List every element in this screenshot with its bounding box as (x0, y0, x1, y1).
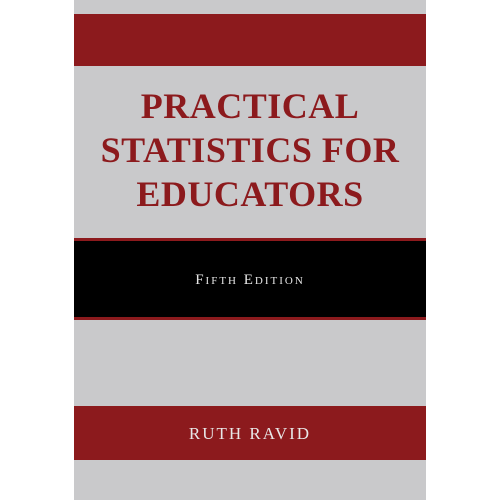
author-red-band (74, 406, 426, 460)
book-cover: PRACTICAL STATISTICS FOR EDUCATORS Fifth… (74, 0, 426, 500)
top-red-band (74, 14, 426, 66)
title-line-2: STATISTICS FOR (100, 130, 400, 170)
edition-black-band (74, 238, 426, 320)
edition-label: Fifth Edition (195, 272, 305, 288)
title-line-1: PRACTICAL (140, 86, 360, 126)
title-line-3: EDUCATORS (136, 174, 364, 214)
title-gray-band (74, 66, 426, 238)
author-name: RUTH RAVID (188, 424, 312, 443)
book-title: PRACTICAL STATISTICS FOR EDUCATORS (74, 84, 426, 216)
